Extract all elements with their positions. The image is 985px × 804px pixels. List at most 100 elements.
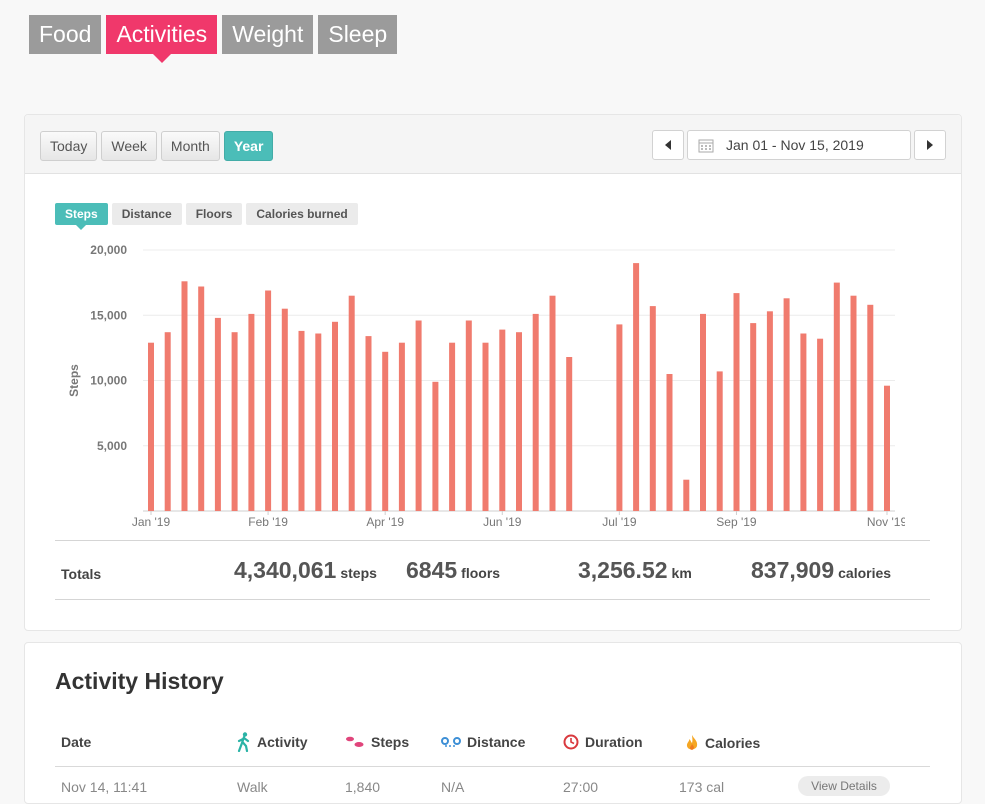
row-date: Nov 14, 11:41 xyxy=(61,779,148,795)
bar xyxy=(833,282,840,511)
bar xyxy=(214,317,221,511)
row-duration: 27:00 xyxy=(563,779,599,795)
bar xyxy=(850,295,857,511)
metric-floors-tab[interactable]: Floors xyxy=(185,203,243,225)
total-steps-unit: steps xyxy=(340,565,377,581)
next-range-button[interactable] xyxy=(914,130,946,160)
total-steps: 4,340,061 steps xyxy=(234,557,377,584)
arrow-left-icon xyxy=(665,140,671,150)
activity-history-card: Activity History Date Activity Steps Dis… xyxy=(24,642,962,804)
bar xyxy=(382,351,389,511)
total-distance: 3,256.52 km xyxy=(578,557,692,584)
bar xyxy=(248,313,255,511)
tab-activities[interactable]: Activities xyxy=(106,15,218,63)
row-distance: N/A xyxy=(441,779,465,795)
y-tick-label: 20,000 xyxy=(90,243,127,257)
bar xyxy=(616,324,623,511)
bar xyxy=(800,333,807,511)
col-duration: Duration xyxy=(563,734,643,750)
metric-steps-tab[interactable]: Steps xyxy=(55,203,108,230)
prev-range-button[interactable] xyxy=(652,130,684,160)
bar xyxy=(482,342,489,511)
period-year-button[interactable]: Year xyxy=(223,131,274,161)
bar xyxy=(231,332,238,511)
period-today-button[interactable]: Today xyxy=(40,131,98,161)
bar xyxy=(198,286,205,511)
bar xyxy=(281,308,288,511)
col-activity-label: Activity xyxy=(257,734,308,750)
category-tabs: Food Activities Weight Sleep xyxy=(29,15,398,63)
col-date-label: Date xyxy=(61,734,92,750)
clock-icon xyxy=(563,734,579,750)
tab-weight[interactable]: Weight xyxy=(222,15,314,54)
x-tick-label: Sep '19 xyxy=(716,515,757,529)
period-month-button[interactable]: Month xyxy=(160,131,220,161)
total-floors: 6845 floors xyxy=(406,557,500,584)
bar xyxy=(700,313,706,511)
bar xyxy=(683,479,690,511)
history-table-header: Date Activity Steps Distance xyxy=(55,728,930,767)
view-details-button[interactable]: View Details xyxy=(798,776,890,796)
date-range-text: Jan 01 - Nov 15, 2019 xyxy=(726,137,864,153)
bar xyxy=(181,281,188,511)
tab-sleep[interactable]: Sleep xyxy=(318,15,398,54)
arrow-right-icon xyxy=(927,140,933,150)
row-activity[interactable]: Walk xyxy=(237,779,268,795)
bar xyxy=(750,323,757,511)
date-range-picker[interactable]: Jan 01 - Nov 15, 2019 xyxy=(687,130,911,160)
y-axis-title: Steps xyxy=(67,364,81,397)
x-tick-label: Jan '19 xyxy=(132,515,171,529)
period-selector: Today Week Month Year xyxy=(40,131,274,161)
footprints-icon xyxy=(346,736,364,747)
bar xyxy=(783,298,790,511)
bar xyxy=(449,342,456,511)
bar xyxy=(432,381,439,511)
period-week-button[interactable]: Week xyxy=(101,131,157,161)
flame-icon xyxy=(686,735,698,750)
x-tick-label: Feb '19 xyxy=(248,515,288,529)
bar xyxy=(817,338,824,511)
bar xyxy=(298,330,305,511)
bar xyxy=(549,295,556,511)
total-distance-unit: km xyxy=(671,565,692,581)
col-distance: Distance xyxy=(441,734,525,750)
total-floors-value: 6845 xyxy=(406,557,458,583)
bar xyxy=(348,295,355,511)
col-distance-label: Distance xyxy=(467,734,526,750)
date-navigator: Jan 01 - Nov 15, 2019 xyxy=(652,130,946,160)
col-date: Date xyxy=(61,734,91,750)
row-steps: 1,840 xyxy=(345,779,381,795)
bar xyxy=(867,304,874,511)
total-calories-value: 837,909 xyxy=(751,557,835,583)
bar xyxy=(649,306,656,511)
chart-toolbar: Today Week Month Year Jan 01 - Nov 15, 2… xyxy=(25,115,961,174)
total-floors-unit: floors xyxy=(461,565,501,581)
col-calories: Calories xyxy=(685,734,760,752)
row-calories: 173 cal xyxy=(679,779,725,795)
totals-label: Totals xyxy=(61,566,102,582)
bar xyxy=(265,290,272,511)
bar xyxy=(398,342,405,511)
bar xyxy=(465,320,472,511)
x-tick-label: Jul '19 xyxy=(602,515,637,529)
bar xyxy=(332,321,338,511)
col-duration-label: Duration xyxy=(585,734,643,750)
total-steps-value: 4,340,061 xyxy=(234,557,337,583)
bar xyxy=(766,311,773,511)
bar xyxy=(716,371,723,511)
tab-food[interactable]: Food xyxy=(29,15,102,54)
bar xyxy=(566,357,573,511)
metric-distance-tab[interactable]: Distance xyxy=(111,203,182,225)
col-steps: Steps xyxy=(345,734,409,750)
col-steps-label: Steps xyxy=(371,734,410,750)
bar xyxy=(499,329,506,511)
bar xyxy=(666,374,673,511)
metric-calories-tab[interactable]: Calories burned xyxy=(246,203,358,225)
distance-pins-icon xyxy=(441,737,461,747)
col-calories-label: Calories xyxy=(705,735,761,751)
metric-tabs: Steps Distance Floors Calories burned xyxy=(55,203,358,230)
bar xyxy=(164,332,171,511)
activity-history-title: Activity History xyxy=(55,668,224,694)
steps-bar-chart: 5,000 10,000 15,000 20,000 Jan '19 Feb '19 Apr… xyxy=(67,243,905,529)
total-calories-unit: calories xyxy=(838,565,892,581)
